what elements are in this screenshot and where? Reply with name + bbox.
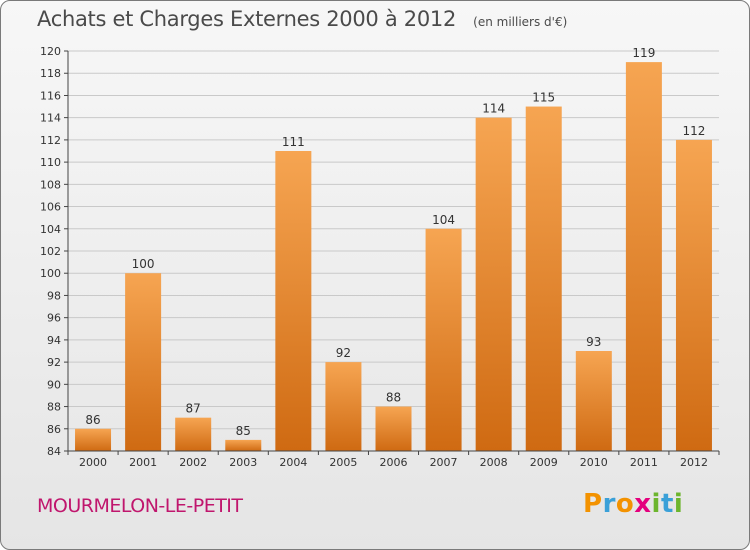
bar-2007: [425, 228, 462, 451]
x-tick-label-2006: 2006: [380, 456, 408, 469]
bar-2004: [275, 151, 312, 451]
x-tick-label-2003: 2003: [229, 456, 257, 469]
y-tick-label: 84: [47, 445, 61, 458]
x-tick-label-2008: 2008: [480, 456, 508, 469]
data-label-2012: 112: [683, 124, 706, 138]
data-label-2010: 93: [586, 335, 601, 349]
chart-title-block: Achats et Charges Externes 2000 à 2012 (…: [37, 7, 567, 31]
y-tick-label: 92: [47, 356, 61, 369]
y-tick-label: 104: [40, 223, 61, 236]
bar-2012: [675, 139, 712, 451]
x-tick-label-2011: 2011: [630, 456, 658, 469]
x-tick-label-2001: 2001: [129, 456, 157, 469]
bar-2003: [225, 439, 262, 451]
proxiti-logo: Proxiti: [583, 489, 683, 519]
logo-letter: x: [634, 489, 652, 519]
x-tick-label-2005: 2005: [329, 456, 357, 469]
logo-letter: o: [615, 489, 635, 519]
logo-letter: t: [660, 489, 674, 519]
y-tick-label: 106: [40, 201, 61, 214]
bar-2005: [325, 362, 362, 451]
y-tick-label: 110: [40, 156, 61, 169]
x-tick-label-2000: 2000: [79, 456, 107, 469]
y-tick-label: 116: [40, 89, 61, 102]
y-tick-labels: 84 86 88 90 92 94 96 98 100 102 104 106 108 110 112 114…: [40, 45, 68, 458]
x-tick-label-2007: 2007: [430, 456, 458, 469]
data-label-2003: 85: [236, 424, 251, 438]
y-tick-label: 102: [40, 245, 61, 258]
commune-name: MOURMELON-LE-PETIT: [37, 495, 243, 517]
bar-2001: [125, 273, 162, 451]
x-tick-label-2012: 2012: [680, 456, 708, 469]
data-label-2011: 119: [632, 46, 655, 60]
y-tick-label: 114: [40, 112, 61, 125]
y-tick-label: 98: [47, 289, 61, 302]
bar-2009: [525, 106, 562, 452]
y-tick-label: 100: [40, 267, 61, 280]
bars: [75, 62, 712, 452]
bar-2000: [75, 428, 112, 451]
chart-unit: (en milliers d'€): [473, 15, 568, 29]
y-tick-label: 94: [47, 334, 61, 347]
data-label-2008: 114: [482, 102, 505, 116]
data-labels: 86 100 87 85 111 92 88 104 114 115 93 119 112: [85, 46, 705, 438]
data-label-2001: 100: [132, 257, 155, 271]
y-tick-label: 118: [40, 67, 61, 80]
data-label-2007: 104: [432, 213, 455, 227]
bar-2011: [625, 62, 662, 451]
data-label-2002: 87: [186, 402, 201, 416]
bar-2008: [475, 117, 512, 452]
x-tick-label-2002: 2002: [179, 456, 207, 469]
x-tick-label-2004: 2004: [279, 456, 307, 469]
y-tick-label: 88: [47, 401, 61, 414]
logo-letter: P: [583, 489, 603, 519]
x-tick-label-2009: 2009: [530, 456, 558, 469]
logo-letter: i: [651, 489, 661, 519]
y-tick-label: 90: [47, 378, 61, 391]
bar-2002: [175, 417, 212, 451]
y-tick-label: 112: [40, 134, 61, 147]
bar-2006: [375, 406, 412, 451]
y-tick-label: 96: [47, 312, 61, 325]
data-label-2006: 88: [386, 391, 401, 405]
logo-letter: r: [602, 489, 616, 519]
x-tick-label-2010: 2010: [580, 456, 608, 469]
y-tick-label: 86: [47, 423, 61, 436]
data-label-2005: 92: [336, 346, 351, 360]
x-tick-labels: 2000 2001 2002 2003 2004 2005 2006 2007 2008 2009…: [67, 451, 720, 469]
y-tick-label: 120: [40, 45, 61, 58]
data-label-2004: 111: [282, 135, 305, 149]
chart-title: Achats et Charges Externes 2000 à 2012: [37, 7, 457, 31]
data-label-2000: 86: [85, 413, 100, 427]
logo-letter: i: [673, 489, 684, 519]
bar-2010: [575, 351, 612, 451]
data-label-2009: 115: [532, 91, 555, 105]
y-tick-label: 108: [40, 178, 61, 191]
